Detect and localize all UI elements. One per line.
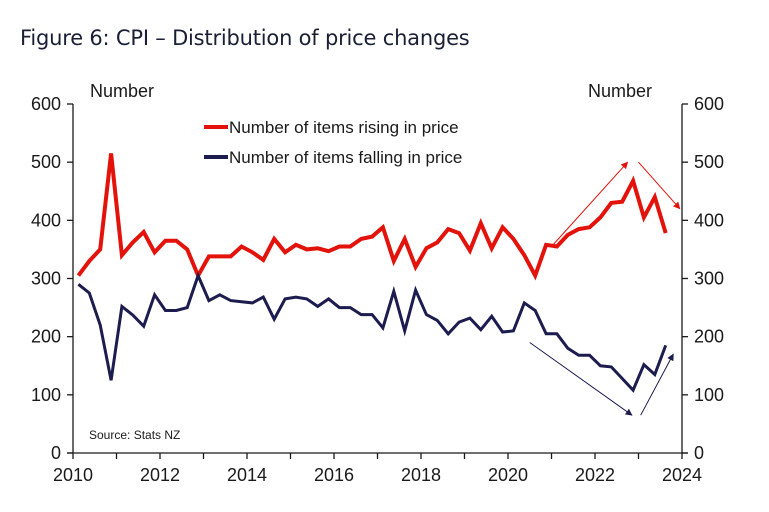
series-line-rising <box>76 153 668 281</box>
y-axis-label-right: Number <box>588 81 652 101</box>
y-tick-label-left: 0 <box>51 443 61 463</box>
x-tick-label: 2014 <box>227 465 267 485</box>
y-tick-label-left: 500 <box>31 152 61 172</box>
legend: Number of items rising in price Number o… <box>204 118 462 167</box>
trend-arrow <box>640 353 674 416</box>
x-tick-label: 2012 <box>140 465 180 485</box>
y-tick-label-right: 0 <box>694 443 704 463</box>
series-line-falling <box>77 271 668 393</box>
legend-label-rising: Number of items rising in price <box>229 118 459 137</box>
y-tick-label-left: 400 <box>31 210 61 230</box>
y-axis-label-left: Number <box>90 81 154 101</box>
y-tick-label-left: 300 <box>31 269 61 289</box>
y-tick-label-left: 600 <box>31 94 61 114</box>
y-tick-label-right: 400 <box>694 210 724 230</box>
x-tick-label: 2020 <box>488 465 528 485</box>
y-tick-label-right: 200 <box>694 327 724 347</box>
x-tick-label: 2022 <box>575 465 615 485</box>
legend-label-falling: Number of items falling in price <box>229 148 462 167</box>
y-tick-label-right: 600 <box>694 94 724 114</box>
trend-arrow <box>638 161 681 210</box>
y-tick-label-left: 200 <box>31 327 61 347</box>
x-tick-label: 2010 <box>53 465 93 485</box>
y-tick-label-right: 300 <box>694 269 724 289</box>
trend-arrow <box>551 161 629 247</box>
x-tick-label: 2024 <box>662 465 702 485</box>
y-tick-label-right: 100 <box>694 385 724 405</box>
x-tick-label: 2018 <box>401 465 441 485</box>
source-note: Source: Stats NZ <box>89 428 180 442</box>
chart-title: Figure 6: CPI – Distribution of price ch… <box>20 26 470 50</box>
trend-arrow <box>529 342 633 416</box>
x-tick-label: 2016 <box>314 465 354 485</box>
y-tick-label-right: 500 <box>694 152 724 172</box>
y-tick-label-left: 100 <box>31 385 61 405</box>
